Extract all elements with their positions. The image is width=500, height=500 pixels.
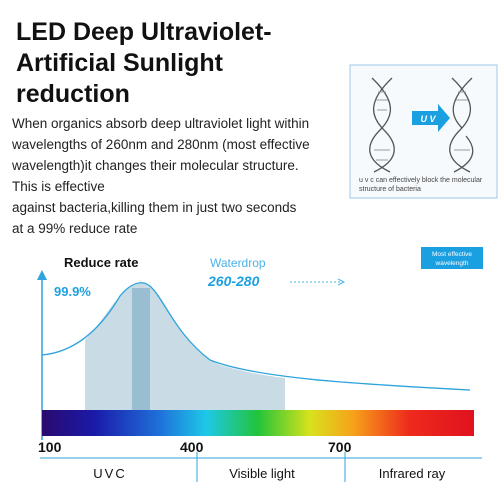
caption-line: u v c can effectively block the molecula… [359, 177, 483, 184]
shaded-area [85, 283, 285, 410]
body-line: wavelength)it changes their molecular st… [11, 158, 299, 173]
badge [421, 247, 483, 269]
peak-label: 99.9% [54, 284, 91, 299]
tick-label: 100 [38, 439, 62, 455]
band [132, 288, 150, 410]
title-line: LED Deep Ultraviolet- [16, 18, 272, 46]
title-line: Artificial Sunlight [16, 49, 224, 77]
body-line: at a 99% reduce rate [12, 221, 137, 236]
badge-line: Most effective [432, 251, 472, 258]
spectrum [42, 410, 474, 436]
caption-line: structure of bacteria [359, 186, 421, 193]
title-line: reduction [16, 80, 130, 108]
dotted-arrow-head [337, 278, 346, 286]
dna-rungs [374, 91, 470, 161]
region-label: UVC [93, 466, 126, 481]
body-line: against bacteria,killing them in just tw… [12, 200, 297, 215]
band-title: Waterdrop [210, 256, 266, 270]
badge-line: wavelength [435, 260, 469, 267]
y-arrow [37, 270, 47, 280]
y-label: Reduce rate [64, 255, 138, 270]
arrow-label: U V [420, 114, 436, 124]
body-line: This is effective [12, 179, 105, 194]
figure-box [349, 64, 498, 199]
body-line: wavelengths of 260nm and 280nm (most eff… [11, 137, 310, 152]
region-label: Visible light [229, 466, 295, 481]
body-line: When organics absorb deep ultraviolet li… [12, 116, 309, 131]
x-axis [40, 452, 482, 482]
region-label: Infrared ray [379, 466, 446, 481]
curve [41, 282, 471, 391]
uv-arrow [412, 104, 450, 132]
tick-label: 700 [328, 439, 352, 455]
tick-label: 400 [180, 439, 204, 455]
band-range: 260-280 [207, 273, 260, 289]
dna [369, 77, 474, 173]
